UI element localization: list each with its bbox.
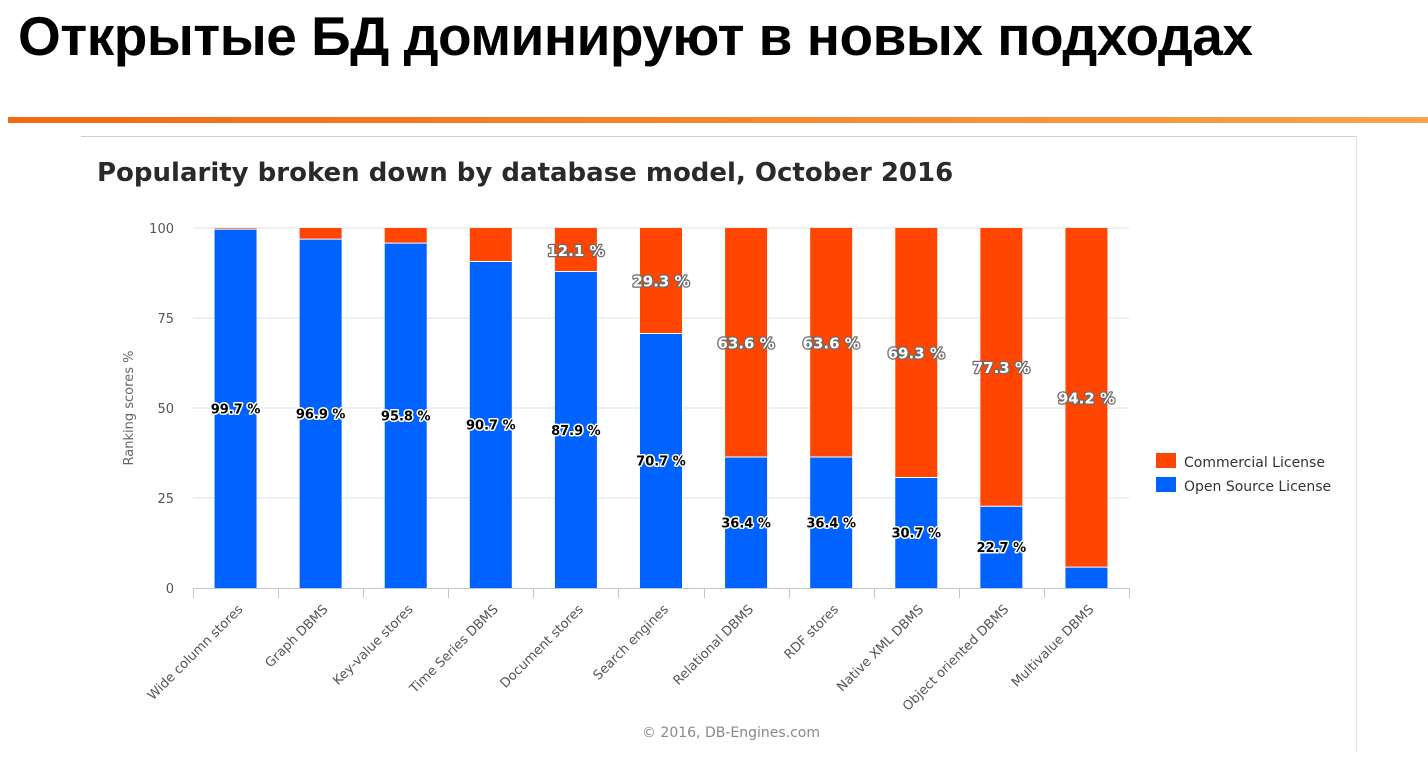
bar-group-native-xml-dbms: [895, 228, 938, 588]
bar-open-source[interactable]: [980, 506, 1023, 588]
x-tick-label: Multivalue DBMS: [1009, 602, 1097, 690]
bar-commercial[interactable]: [980, 228, 1023, 507]
y-tick-label: 50: [157, 402, 174, 417]
slide-title: Открытые БД доминируют в новых подходах: [18, 5, 1253, 67]
data-label-commercial: 63.6 %: [717, 334, 774, 352]
bar-commercial[interactable]: [725, 228, 768, 457]
legend-label-commercial[interactable]: Commercial License: [1184, 455, 1325, 471]
x-tick-label: RDF stores: [782, 602, 842, 662]
bar-commercial[interactable]: [1065, 228, 1108, 568]
bar-commercial[interactable]: [895, 228, 938, 478]
y-tick-label: 100: [149, 222, 174, 237]
x-tick-label: Key-value stores: [330, 602, 416, 688]
y-tick-label: 0: [166, 582, 174, 597]
x-tick-label: Time Series DBMS: [407, 602, 502, 697]
legend-swatch-commercial[interactable]: [1156, 453, 1176, 468]
data-label-commercial: 77.3 %: [973, 359, 1030, 377]
bar-group-rdf-stores: [810, 228, 853, 588]
legend: Commercial License Open Source License: [1156, 453, 1331, 495]
chart-panel: [81, 136, 1357, 752]
bar-group-document-stores: [554, 228, 597, 588]
bar-open-source[interactable]: [895, 477, 938, 588]
bar-open-source[interactable]: [810, 456, 853, 588]
bar-commercial[interactable]: [384, 228, 427, 244]
y-tick-label: 25: [157, 492, 174, 507]
bar-group-multivalue-dbms: [1065, 228, 1108, 588]
title-divider: [8, 117, 1428, 123]
x-tick-label: Relational DBMS: [671, 602, 757, 688]
bar-commercial[interactable]: [640, 228, 682, 334]
data-label-commercial: 69.3 %: [888, 345, 945, 363]
y-axis-label: Ranking scores %: [122, 351, 137, 466]
chart-credit[interactable]: © 2016, DB-Engines.com: [642, 725, 820, 741]
data-label-open-source: 22.7 %: [977, 541, 1027, 556]
bar-group-search-engines: [640, 228, 682, 588]
bar-group-key-value-stores: [384, 228, 427, 588]
x-tick-label: Graph DBMS: [263, 602, 332, 671]
bar-commercial[interactable]: [299, 228, 342, 240]
y-axis-ticks: 0 25 50 75 100: [149, 222, 174, 597]
x-tick-label: Wide column stores: [145, 602, 246, 703]
bar-commercial[interactable]: [214, 228, 257, 230]
data-label-open-source: 36.4 %: [806, 516, 856, 531]
data-label-commercial: 12.1 %: [547, 242, 604, 260]
bar-open-source[interactable]: [384, 243, 427, 588]
x-tick-label: Native XML DBMS: [834, 602, 927, 695]
data-label-open-source: 90.7 %: [466, 419, 516, 434]
bar-open-source[interactable]: [725, 456, 768, 588]
data-label-open-source: 96.9 %: [296, 408, 346, 423]
bar-open-source[interactable]: [1065, 567, 1108, 588]
bar-open-source[interactable]: [214, 229, 257, 588]
x-tick-label: Document stores: [498, 602, 587, 691]
y-tick-label: 75: [157, 312, 174, 327]
bar-open-source[interactable]: [640, 333, 682, 588]
data-labels: 99.7 % 96.9 % 95.8 % 90.7 % 87.9 % 12.1 % 70.7…: [209, 241, 1116, 558]
bar-commercial[interactable]: [554, 228, 597, 272]
data-label-commercial: 63.6 %: [803, 334, 860, 352]
data-label-open-source: 30.7 %: [891, 527, 941, 542]
legend-swatch-open-source[interactable]: [1156, 477, 1176, 492]
data-label-open-source: 70.7 %: [636, 455, 686, 470]
legend-label-open-source[interactable]: Open Source License: [1184, 479, 1331, 495]
data-label-commercial: 29.3 %: [632, 273, 689, 291]
bar-group-relational-dbms: [725, 228, 768, 588]
bars: [214, 228, 1108, 588]
bar-group-graph-dbms: [299, 228, 342, 588]
x-axis: [193, 588, 1130, 598]
data-label-open-source: 95.8 %: [381, 410, 431, 425]
chart-title: Popularity broken down by database model…: [97, 158, 953, 188]
bar-commercial[interactable]: [469, 228, 512, 262]
bar-open-source[interactable]: [469, 261, 512, 588]
bar-group-time-series-dbms: [469, 228, 512, 588]
data-label-open-source: 99.7 %: [211, 403, 261, 418]
data-label-commercial: 94.2 %: [1058, 390, 1115, 408]
bar-open-source[interactable]: [299, 239, 342, 588]
bar-commercial[interactable]: [810, 228, 853, 457]
bar-open-source[interactable]: [554, 271, 597, 588]
x-tick-label: Search engines: [591, 602, 672, 683]
data-label-open-source: 87.9 %: [551, 424, 601, 439]
bar-group-wide-column-stores: [214, 228, 257, 588]
data-label-open-source: 36.4 %: [721, 516, 771, 531]
bar-group-object-oriented-dbms: [980, 228, 1023, 588]
